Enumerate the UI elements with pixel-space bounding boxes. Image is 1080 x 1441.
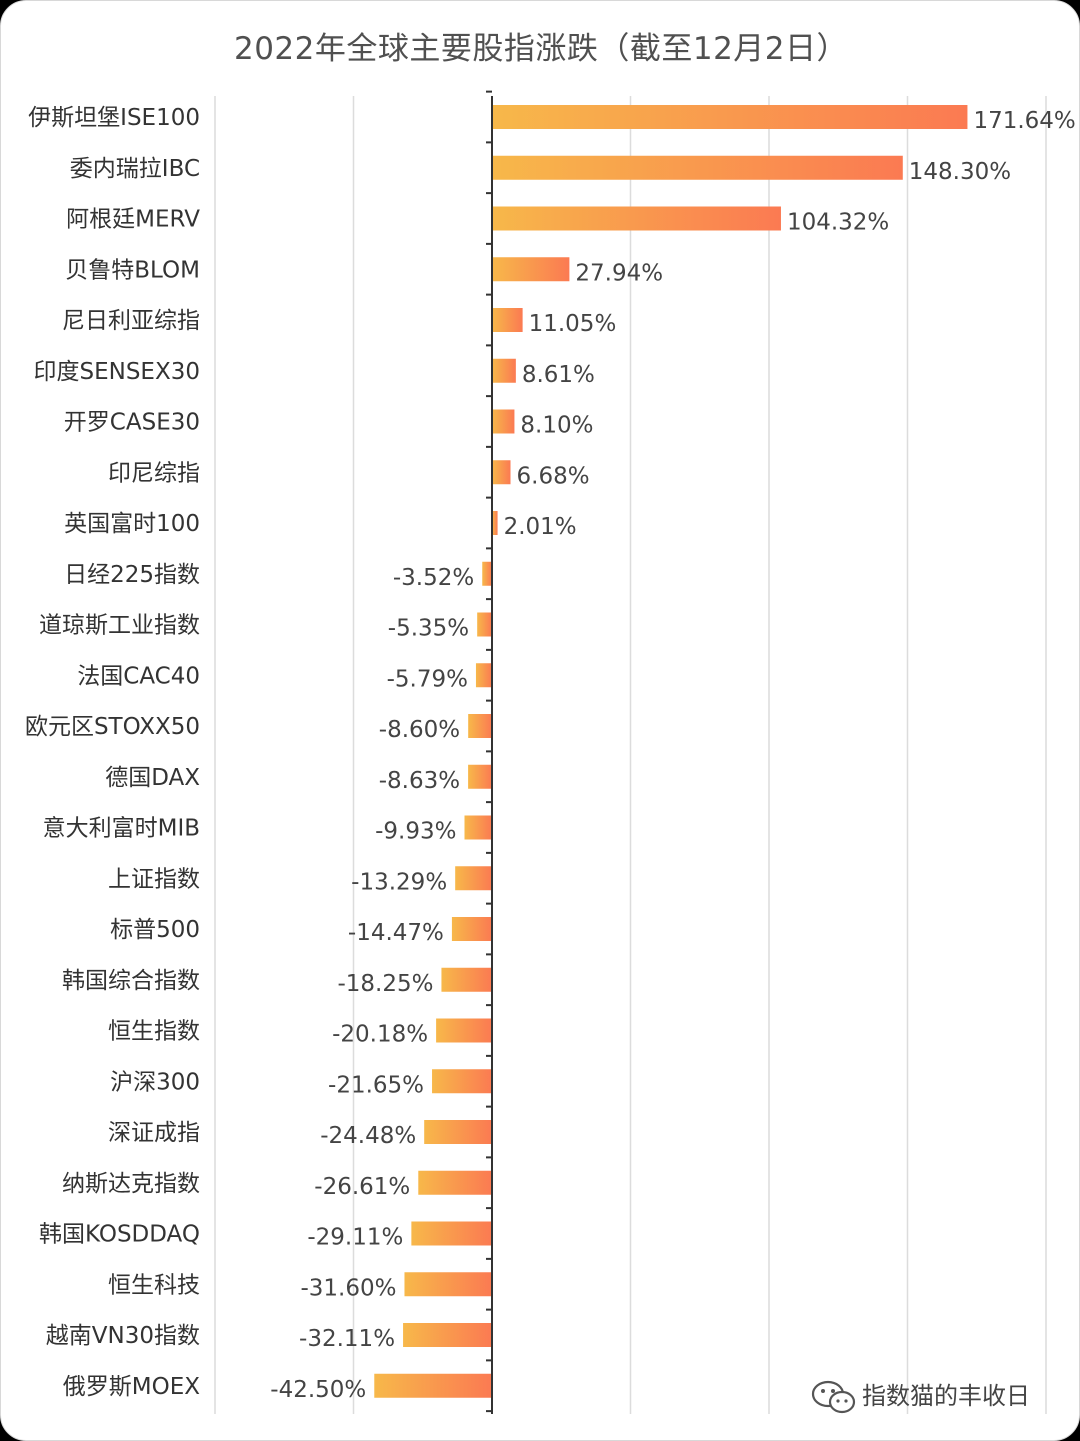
category-label: 恒生科技 <box>108 1272 200 1298</box>
bar <box>475 663 492 688</box>
bar <box>455 866 492 891</box>
chart-title: 2022年全球主要股指涨跌（截至12月2日） <box>233 31 849 67</box>
value-label: 8.10% <box>520 413 593 439</box>
category-label: 伊斯坦堡ISE100 <box>28 105 200 131</box>
bar <box>424 1120 492 1144</box>
bar <box>374 1373 492 1398</box>
category-label: 英国富时100 <box>64 511 200 537</box>
category-labels: 伊斯坦堡ISE100 委内瑞拉IBC 阿根廷MERV 贝鲁特BLOM 尼日利亚综指印度S… <box>25 105 200 1400</box>
bar <box>492 257 570 282</box>
category-label: 尼日利亚综指 <box>62 308 200 334</box>
value-label: 104.32% <box>787 210 889 236</box>
bar <box>411 1221 492 1246</box>
value-label: -26.61% <box>314 1174 410 1200</box>
watermark-text: 指数猫的丰收日 <box>862 1382 1030 1410</box>
value-labels: 171.64% 148.30% 104.32% 27.94% 11.05% 8.61% 8.… <box>270 108 1076 1403</box>
value-label: -5.35% <box>388 616 469 642</box>
value-label: -24.48% <box>320 1123 416 1149</box>
value-label: -32.11% <box>299 1326 395 1352</box>
bar <box>492 308 523 332</box>
value-label: -8.60% <box>379 717 460 743</box>
bar <box>451 917 492 941</box>
category-label: 德国DAX <box>105 765 200 791</box>
category-label: 标普500 <box>110 917 200 943</box>
bar <box>403 1323 492 1347</box>
category-label: 阿根廷MERV <box>66 207 200 233</box>
category-label: 意大利富时MIB <box>43 816 200 842</box>
gridlines <box>214 96 1047 1414</box>
wechat-icon <box>811 1380 856 1414</box>
value-label: -20.18% <box>332 1022 428 1048</box>
category-label: 韩国综合指数 <box>62 968 200 994</box>
value-label: -18.25% <box>337 971 433 997</box>
value-label: 171.64% <box>973 108 1075 134</box>
bar <box>468 714 492 738</box>
category-label: 开罗CASE30 <box>64 410 200 436</box>
bar <box>492 358 516 383</box>
value-label: -21.65% <box>328 1072 424 1098</box>
value-label: 11.05% <box>529 311 617 337</box>
bar <box>432 1069 492 1094</box>
category-label: 印尼综指 <box>108 460 200 486</box>
category-label: 道琼斯工业指数 <box>39 613 200 639</box>
category-label: 法国CAC40 <box>77 663 200 689</box>
bar <box>482 561 492 586</box>
bar <box>492 511 498 535</box>
bar <box>436 1018 492 1043</box>
value-label: 8.61% <box>522 362 595 388</box>
value-label: -8.63% <box>379 768 460 794</box>
bar <box>492 155 903 180</box>
category-label: 印度SENSEX30 <box>34 359 201 385</box>
value-label: -9.93% <box>375 819 456 845</box>
category-label: 纳斯达克指数 <box>62 1171 200 1197</box>
value-label: -3.52% <box>393 565 474 591</box>
bar <box>464 815 492 840</box>
category-label: 委内瑞拉IBC <box>70 156 200 182</box>
category-label: 韩国KOSDDAQ <box>39 1222 200 1248</box>
value-label: -13.29% <box>351 869 447 895</box>
category-label: 深证成指 <box>108 1120 200 1146</box>
value-label: -31.60% <box>300 1275 396 1301</box>
bars <box>374 105 968 1398</box>
value-label: -29.11% <box>307 1225 403 1251</box>
category-label: 上证指数 <box>108 866 200 892</box>
value-label: 27.94% <box>575 260 663 286</box>
bar <box>441 967 492 992</box>
bar <box>468 764 492 789</box>
value-label: 6.68% <box>517 463 590 489</box>
bar <box>404 1272 492 1297</box>
category-label: 欧元区STOXX50 <box>25 714 200 740</box>
category-label: 贝鲁特BLOM <box>65 257 200 283</box>
bar <box>492 206 781 231</box>
value-label: -5.79% <box>387 666 468 692</box>
bar <box>492 460 511 485</box>
value-label: 2.01% <box>504 514 577 540</box>
bar <box>492 105 968 129</box>
value-label: -14.47% <box>348 920 444 946</box>
value-label: 148.30% <box>909 159 1011 185</box>
value-axis <box>486 90 493 1414</box>
bar <box>477 612 492 637</box>
watermark: 指数猫的丰收日 <box>811 1380 1030 1414</box>
value-label: -42.50% <box>270 1377 366 1403</box>
category-label: 沪深300 <box>110 1069 200 1095</box>
category-label: 越南VN30指数 <box>46 1323 200 1349</box>
bar <box>492 409 515 434</box>
category-label: 俄罗斯MOEX <box>63 1374 200 1400</box>
category-label: 日经225指数 <box>64 562 200 588</box>
category-label: 恒生指数 <box>108 1019 200 1045</box>
bar <box>418 1170 492 1195</box>
